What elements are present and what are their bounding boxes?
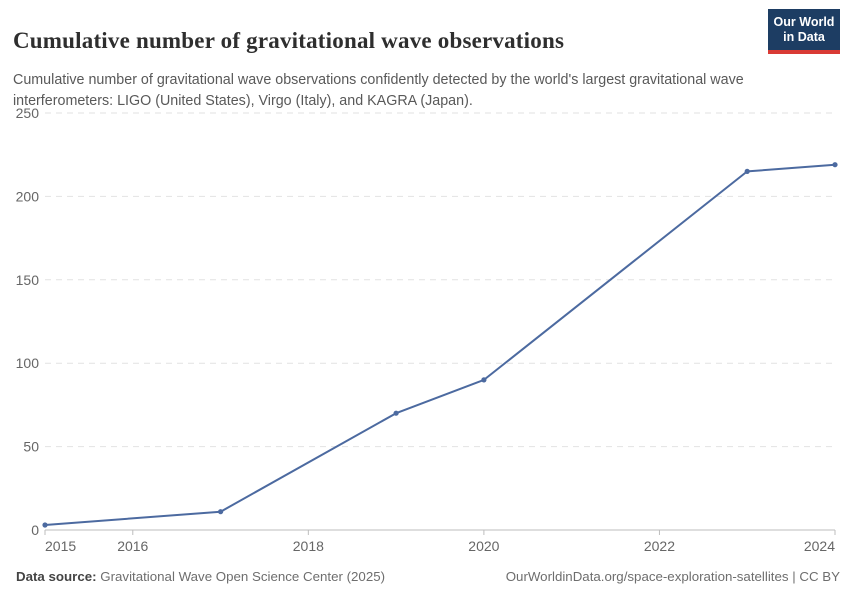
data-point[interactable]: [481, 377, 487, 383]
data-point[interactable]: [42, 522, 48, 528]
data-point[interactable]: [832, 162, 838, 168]
owid-logo-line2: in Data: [783, 30, 825, 44]
owid-citation-link[interactable]: OurWorldinData.org/space-exploration-sat…: [505, 569, 840, 584]
data-source: Data source: Gravitational Wave Open Sci…: [16, 569, 385, 584]
owid-logo-line1: Our World: [773, 15, 835, 29]
data-line[interactable]: [44, 163, 836, 526]
data-point[interactable]: [744, 168, 750, 174]
y-tick-label: 50: [23, 439, 39, 455]
data-point[interactable]: [393, 410, 399, 416]
data-source-label: Data source:: [16, 569, 97, 584]
x-tick-label: 2015: [45, 538, 76, 554]
y-tick-label: 100: [16, 355, 40, 371]
y-tick-label: 0: [31, 522, 39, 538]
page-title: Cumulative number of gravitational wave …: [13, 28, 565, 54]
x-tick-label: 2024: [804, 538, 835, 554]
data-point[interactable]: [218, 509, 224, 515]
y-tick-label: 250: [16, 105, 40, 121]
x-tick-label: 2016: [117, 538, 148, 554]
y-tick-label: 200: [16, 188, 40, 204]
chart-footer: Data source: Gravitational Wave Open Sci…: [16, 569, 840, 584]
x-tick-label: 2018: [293, 538, 324, 554]
chart-subtitle: Cumulative number of gravitational wave …: [13, 72, 744, 110]
x-tick-label: 2022: [644, 538, 675, 554]
line-chart[interactable]: 0 50 100 150 200 250 2015 2016 2018 2020 2022 2024: [0, 0, 850, 565]
data-source-text: Gravitational Wave Open Science Center (…: [96, 569, 386, 584]
y-tick-label: 150: [16, 272, 40, 288]
x-tick-label: 2020: [468, 538, 499, 554]
owid-logo[interactable]: Our World in Data: [768, 9, 840, 54]
